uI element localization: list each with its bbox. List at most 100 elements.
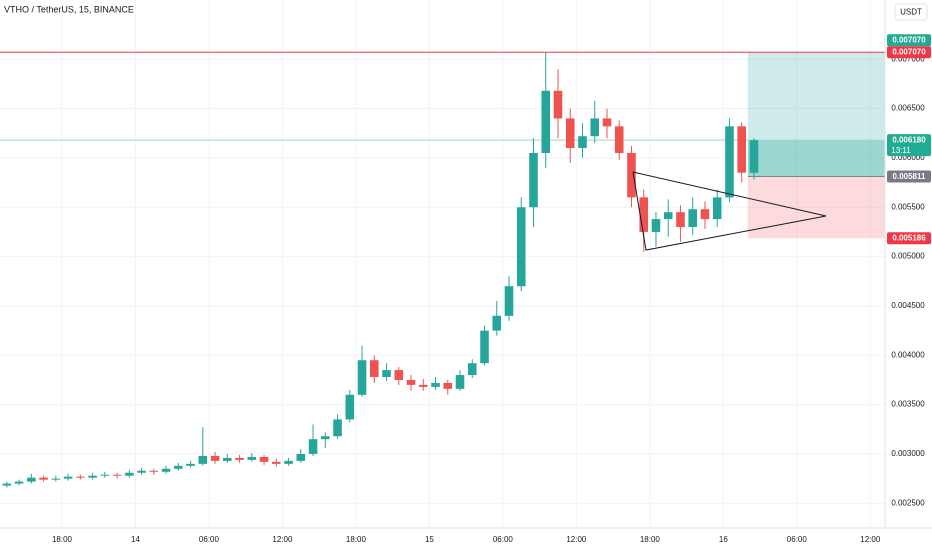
y-tick-label: 0.005000 [891, 252, 925, 261]
y-tick-label: 0.004000 [891, 350, 925, 359]
x-tick-label: 06:00 [787, 535, 808, 544]
candle-body [333, 419, 342, 437]
price-badge-label: 0.006180 [892, 136, 926, 145]
candle-body [663, 212, 673, 220]
candle-body [2, 483, 12, 486]
triangle-drawing [632, 171, 827, 251]
candle-body [688, 209, 698, 227]
candle-body [321, 436, 330, 440]
candle-body [590, 118, 600, 137]
candle-body [308, 439, 318, 454]
x-tick-label: 12:00 [272, 535, 293, 544]
candle-body [186, 463, 195, 466]
x-tick-label: 06:00 [493, 535, 514, 544]
candle-body [112, 474, 122, 476]
candle-body [272, 461, 281, 464]
price-badge [887, 46, 931, 59]
y-tick-label: 0.005500 [891, 202, 925, 211]
candle-body [247, 456, 257, 460]
candle-body [125, 472, 134, 476]
price-badge-label: 0.005811 [893, 172, 926, 181]
y-tick-label: 0.002500 [891, 498, 925, 507]
x-tick-label: 12:00 [860, 535, 881, 544]
candle-body [198, 455, 208, 464]
y-tick-label: 0.004500 [891, 301, 925, 310]
candle-body [14, 481, 24, 484]
candle-body [39, 477, 48, 480]
candle-body [88, 475, 97, 478]
y-tick-label: 0.003500 [891, 400, 925, 409]
candle-body [296, 453, 306, 461]
candle-body [541, 90, 551, 153]
price-badge-label: 0.005186 [892, 234, 926, 243]
candle-body [737, 126, 746, 173]
candle-body [27, 477, 36, 482]
y-tick-label: 0.007000 [891, 54, 925, 63]
candle-body [161, 468, 171, 472]
candle-body [639, 197, 649, 232]
profit-zone [747, 52, 885, 177]
candle-body [614, 126, 624, 153]
candle-body [676, 212, 685, 227]
candle-body [284, 460, 293, 464]
candle-body [578, 136, 587, 149]
candle-body [529, 152, 538, 208]
candle-body [725, 126, 734, 198]
candle-body [394, 370, 404, 380]
candle-body [418, 384, 428, 387]
price-badge-label: 0.007070 [892, 48, 926, 57]
candle-body [749, 140, 759, 173]
candle-body [259, 456, 269, 462]
candle-body [443, 382, 453, 389]
candle-body [382, 370, 391, 378]
candle-body [553, 90, 563, 119]
currency-button[interactable] [894, 3, 928, 21]
candle-body [565, 118, 575, 149]
y-tick-label: 0.003000 [891, 449, 925, 458]
candle-body [627, 152, 636, 198]
loss-zone [747, 176, 885, 239]
y-tick-label: 0.006000 [891, 153, 925, 162]
candle-body [210, 455, 220, 461]
countdown: 13:11 [891, 146, 911, 155]
candle-body [51, 478, 61, 480]
x-tick-label: 14 [131, 535, 140, 544]
candle-body [369, 360, 379, 378]
candle-body [223, 457, 232, 461]
candle-body [700, 209, 710, 220]
candle-body [100, 474, 110, 476]
candle-body [516, 207, 526, 287]
candle-body [492, 315, 502, 331]
candle-body [712, 197, 722, 220]
x-tick-label: 18:00 [640, 535, 661, 544]
candle-body [76, 476, 85, 478]
price-badge [887, 170, 931, 183]
currency-label[interactable]: USDT [900, 8, 922, 17]
candle-body [455, 375, 465, 389]
chart-title: VTHO / TetherUS, 15, BINANCE [4, 4, 134, 14]
candle-body [357, 360, 367, 395]
x-tick-label: 18:00 [346, 535, 367, 544]
axes: 0.002500 0.003000 0.003500 0.004000 0.004500… [52, 34, 931, 544]
grid [0, 0, 885, 528]
x-tick-label: 18:00 [52, 535, 73, 544]
candle-body [63, 476, 73, 479]
y-tick-label: 0.006500 [891, 104, 925, 113]
candle-body [235, 457, 244, 460]
candle-body [651, 219, 661, 232]
candle-body [174, 465, 183, 469]
price-badge [887, 34, 931, 47]
candles [2, 52, 759, 488]
candle-body [467, 363, 477, 376]
price-badge [887, 134, 931, 157]
x-tick-label: 16 [719, 535, 728, 544]
candle-body [602, 118, 612, 127]
candle-body [504, 286, 514, 316]
candle-body [431, 382, 440, 387]
candle-body [149, 470, 159, 472]
price-badge [887, 232, 931, 245]
x-tick-label: 12:00 [566, 535, 587, 544]
price-badge-label: 0.007070 [892, 36, 926, 45]
